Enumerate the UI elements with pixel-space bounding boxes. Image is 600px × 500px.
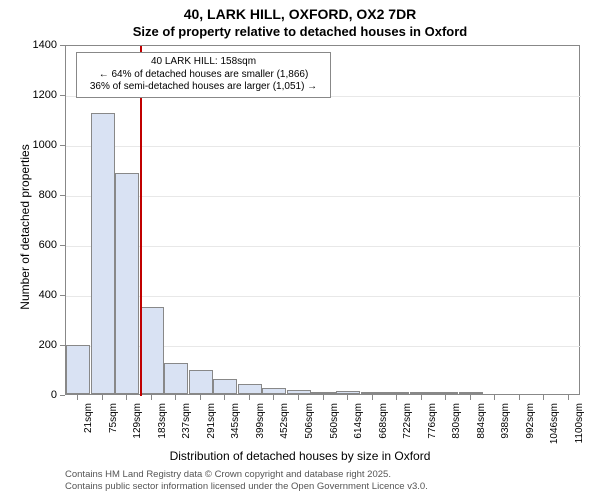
y-tick-mark	[60, 95, 65, 96]
x-tick-mark	[396, 395, 397, 400]
x-tick-label: 129sqm	[132, 403, 143, 451]
bar	[213, 379, 237, 394]
bar	[164, 363, 188, 394]
y-tick-mark	[60, 345, 65, 346]
bar	[66, 345, 90, 394]
y-tick-mark	[60, 295, 65, 296]
x-tick-label: 884sqm	[476, 403, 487, 451]
x-tick-mark	[175, 395, 176, 400]
chart-title-main: 40, LARK HILL, OXFORD, OX2 7DR	[0, 0, 600, 22]
x-tick-mark	[126, 395, 127, 400]
x-axis-label: Distribution of detached houses by size …	[0, 449, 600, 463]
y-tick-mark	[60, 45, 65, 46]
x-tick-label: 1046sqm	[549, 403, 560, 451]
x-tick-label: 722sqm	[402, 403, 413, 451]
annotation-box: 40 LARK HILL: 158sqm ← 64% of detached h…	[76, 52, 331, 98]
plot-area: 40 LARK HILL: 158sqm ← 64% of detached h…	[65, 45, 580, 395]
x-tick-label: 237sqm	[181, 403, 192, 451]
footer-note-1: Contains HM Land Registry data © Crown c…	[65, 469, 391, 480]
x-tick-label: 183sqm	[157, 403, 168, 451]
y-tick-label: 1400	[17, 39, 57, 51]
grid-line	[66, 296, 581, 297]
bar	[140, 307, 164, 395]
y-tick-label: 1000	[17, 139, 57, 151]
y-tick-mark	[60, 195, 65, 196]
x-tick-label: 992sqm	[525, 403, 536, 451]
annotation-line2: ← 64% of detached houses are smaller (1,…	[83, 69, 324, 82]
x-tick-mark	[347, 395, 348, 400]
reference-line	[140, 46, 142, 396]
x-tick-mark	[102, 395, 103, 400]
x-tick-label: 291sqm	[206, 403, 217, 451]
bar	[410, 392, 434, 394]
x-tick-label: 830sqm	[451, 403, 462, 451]
bar	[361, 392, 385, 394]
x-tick-label: 75sqm	[108, 403, 119, 451]
x-tick-mark	[249, 395, 250, 400]
x-tick-label: 506sqm	[304, 403, 315, 451]
footer-note-2: Contains public sector information licen…	[65, 481, 428, 492]
x-tick-mark	[77, 395, 78, 400]
bar	[115, 173, 139, 394]
x-tick-mark	[421, 395, 422, 400]
y-tick-mark	[60, 145, 65, 146]
bar	[434, 392, 458, 394]
x-tick-mark	[519, 395, 520, 400]
chart-container: 40, LARK HILL, OXFORD, OX2 7DR Size of p…	[0, 0, 600, 500]
x-tick-mark	[372, 395, 373, 400]
annotation-line1: 40 LARK HILL: 158sqm	[83, 56, 324, 69]
x-tick-mark	[470, 395, 471, 400]
y-tick-mark	[60, 245, 65, 246]
y-tick-label: 1200	[17, 89, 57, 101]
x-tick-label: 668sqm	[378, 403, 389, 451]
x-tick-mark	[298, 395, 299, 400]
x-tick-mark	[568, 395, 569, 400]
annotation-line3: 36% of semi-detached houses are larger (…	[83, 81, 324, 94]
x-tick-label: 614sqm	[353, 403, 364, 451]
bar	[459, 392, 483, 394]
bar	[189, 370, 213, 394]
x-tick-label: 399sqm	[255, 403, 266, 451]
x-tick-label: 938sqm	[500, 403, 511, 451]
bar	[91, 113, 115, 394]
x-tick-mark	[273, 395, 274, 400]
x-tick-mark	[445, 395, 446, 400]
x-tick-mark	[494, 395, 495, 400]
bar	[238, 384, 262, 394]
bar	[311, 392, 335, 395]
x-tick-mark	[224, 395, 225, 400]
y-tick-label: 400	[17, 289, 57, 301]
y-tick-label: 0	[17, 389, 57, 401]
bar	[287, 390, 311, 395]
x-tick-label: 1100sqm	[574, 403, 585, 451]
y-tick-label: 200	[17, 339, 57, 351]
bar	[385, 392, 409, 394]
x-tick-label: 776sqm	[427, 403, 438, 451]
grid-line	[66, 246, 581, 247]
x-tick-mark	[151, 395, 152, 400]
x-tick-label: 452sqm	[279, 403, 290, 451]
bar	[262, 388, 286, 394]
x-tick-mark	[543, 395, 544, 400]
grid-line	[66, 196, 581, 197]
bar	[336, 391, 360, 394]
y-tick-label: 600	[17, 239, 57, 251]
x-tick-label: 21sqm	[83, 403, 94, 451]
grid-line	[66, 146, 581, 147]
chart-title-sub: Size of property relative to detached ho…	[0, 22, 600, 39]
x-tick-label: 345sqm	[230, 403, 241, 451]
x-tick-mark	[200, 395, 201, 400]
x-tick-mark	[323, 395, 324, 400]
x-tick-label: 560sqm	[329, 403, 340, 451]
y-tick-mark	[60, 395, 65, 396]
y-tick-label: 800	[17, 189, 57, 201]
